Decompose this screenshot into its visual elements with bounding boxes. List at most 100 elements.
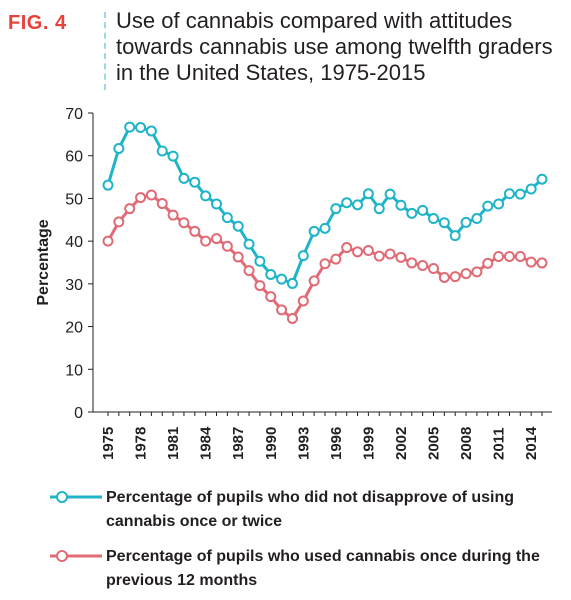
- x-tick-label: 2002: [393, 427, 410, 460]
- x-tick-label: 1975: [100, 427, 117, 460]
- data-point: [265, 268, 277, 280]
- data-point: [189, 225, 201, 237]
- data-point: [308, 275, 320, 287]
- data-point: [514, 251, 526, 263]
- data-point: [178, 172, 190, 184]
- x-axis-ticks: 1975 1978 1981 1984 1987 1990 1993 1996 1999 2002…: [100, 412, 543, 460]
- data-point: [145, 125, 157, 137]
- data-point: [428, 213, 439, 225]
- data-point: [113, 142, 125, 154]
- data-point: [167, 209, 179, 221]
- x-tick-label: 1999: [360, 427, 377, 460]
- data-point: [352, 199, 364, 211]
- y-tick-label: 50: [65, 191, 83, 208]
- data-point: [395, 199, 407, 211]
- data-point: [449, 271, 461, 283]
- data-point: [200, 235, 212, 247]
- data-point: [276, 304, 288, 316]
- y-axis-title: Percentage: [35, 219, 52, 305]
- data-point: [232, 220, 244, 232]
- data-point: [297, 295, 309, 307]
- x-tick-label: 2005: [426, 427, 443, 460]
- x-tick-label: 2014: [523, 426, 540, 460]
- data-point: [525, 256, 537, 268]
- data-point: [428, 262, 439, 274]
- series-did-not-disapprove: [102, 121, 548, 289]
- axes: [92, 113, 552, 413]
- data-point: [471, 266, 483, 278]
- data-point: [254, 280, 266, 292]
- x-tick-label: 2011: [491, 427, 508, 460]
- data-point: [536, 173, 548, 185]
- y-tick-label: 0: [74, 405, 83, 422]
- data-point: [156, 145, 168, 157]
- data-point: [308, 225, 320, 237]
- data-point: [362, 245, 374, 257]
- x-tick-label: 1996: [328, 427, 345, 460]
- data-point: [265, 291, 277, 303]
- data-point: [189, 176, 201, 188]
- data-point: [536, 257, 548, 269]
- data-point: [330, 253, 342, 265]
- data-point: [373, 250, 385, 262]
- data-point: [124, 203, 136, 215]
- legend-swatch-teal-icon: [50, 491, 102, 503]
- data-point: [503, 251, 515, 263]
- data-point: [406, 257, 418, 269]
- data-point: [211, 198, 222, 210]
- data-point: [503, 188, 515, 200]
- data-point: [525, 183, 537, 195]
- data-point: [384, 188, 396, 200]
- data-point: [276, 273, 288, 285]
- data-point: [514, 188, 526, 200]
- data-point: [135, 192, 147, 204]
- data-point: [482, 200, 494, 212]
- data-point: [352, 246, 364, 258]
- data-point: [254, 255, 266, 267]
- x-tick-label: 1993: [295, 427, 312, 460]
- data-point: [243, 238, 255, 250]
- data-point: [211, 233, 222, 245]
- data-point: [341, 242, 353, 254]
- data-point: [417, 259, 429, 271]
- data-point: [221, 212, 233, 224]
- data-point: [232, 251, 244, 263]
- data-point: [330, 203, 342, 215]
- legend-label-did-not-disapprove: Percentage of pupils who did not disappr…: [106, 489, 515, 530]
- data-point: [362, 188, 374, 200]
- y-tick-label: 20: [65, 320, 83, 337]
- x-tick-label: 1981: [165, 427, 182, 460]
- data-point: [243, 265, 255, 277]
- y-tick-label: 10: [65, 362, 83, 379]
- data-point: [319, 258, 331, 270]
- data-point: [493, 251, 505, 263]
- data-point: [102, 179, 114, 191]
- data-point: [113, 216, 125, 228]
- data-point: [167, 150, 179, 162]
- chart-title: Use of cannabis compared with attitudes …: [116, 8, 553, 85]
- title-divider: [104, 12, 106, 90]
- data-point: [319, 222, 331, 234]
- data-point: [395, 251, 407, 263]
- y-tick-label: 60: [65, 149, 83, 166]
- data-point: [178, 217, 190, 229]
- data-point: [471, 213, 483, 225]
- y-tick-label: 30: [65, 277, 83, 294]
- data-point: [406, 207, 418, 219]
- series-used-cannabis: [102, 189, 548, 324]
- x-tick-label: 2008: [458, 427, 475, 460]
- x-tick-label: 1984: [198, 426, 215, 460]
- data-point: [373, 203, 385, 215]
- data-point: [384, 248, 396, 260]
- legend-label-used-cannabis: Percentage of pupils who used cannabis o…: [106, 548, 540, 589]
- data-point: [200, 190, 212, 202]
- series-group: [102, 121, 548, 324]
- line-chart: 0 10 20 30 40 50 60 70 1975 1978 1981 1984 1987 1990…: [35, 106, 552, 460]
- legend-swatch-red-icon: [50, 550, 102, 562]
- x-tick-label: 1987: [230, 427, 247, 460]
- data-point: [124, 121, 136, 133]
- data-point: [286, 312, 298, 324]
- data-point: [135, 122, 147, 134]
- data-point: [460, 216, 472, 228]
- data-point: [102, 235, 114, 247]
